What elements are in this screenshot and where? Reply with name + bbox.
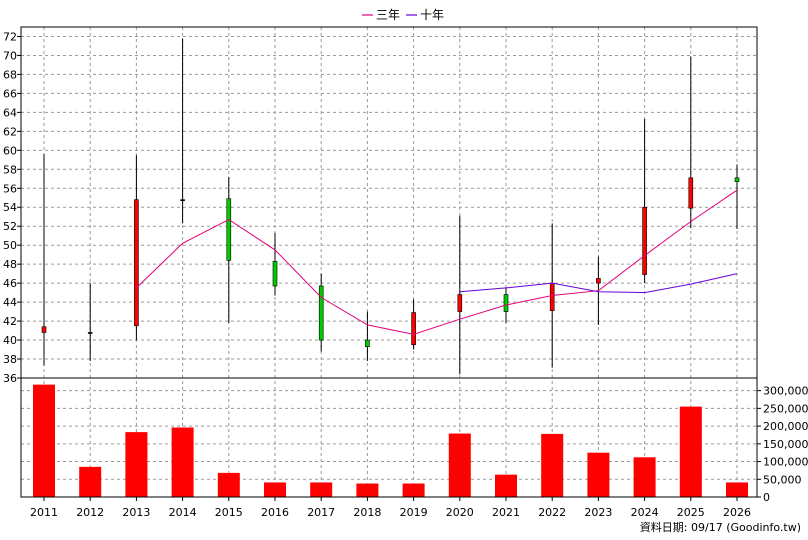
price-tick-label: 68 — [3, 68, 17, 81]
candle-body — [180, 199, 185, 201]
x-tick-label: 2019 — [400, 506, 428, 519]
volume-bar — [587, 452, 610, 497]
volume-bar — [33, 384, 55, 497]
ten-year-ma-line — [459, 273, 738, 294]
volume-bar — [125, 432, 148, 497]
x-tick-label: 2022 — [538, 506, 566, 519]
x-tick-label: 2020 — [446, 506, 474, 519]
candle-body — [272, 261, 278, 287]
price-tick-label: 42 — [3, 315, 17, 328]
x-axis: 2011 2012 2013 2014 2015 2016 2017 2018 2019 2020… — [30, 497, 751, 519]
price-tick-label: 38 — [3, 353, 17, 366]
price-tick-label: 48 — [3, 258, 17, 271]
x-tick-label: 2012 — [76, 506, 104, 519]
candle-body — [549, 282, 555, 311]
legend-three-year-label: 三年 — [376, 8, 400, 22]
candle-body — [87, 332, 93, 334]
volume-bar — [402, 483, 425, 497]
volume-bar — [726, 482, 748, 497]
candle-body — [226, 198, 232, 261]
x-tick-label: 2014 — [169, 506, 197, 519]
price-tick-label: 66 — [3, 87, 17, 100]
x-tick-label: 2023 — [584, 506, 612, 519]
candle-body — [503, 294, 509, 312]
x-tick-label: 2025 — [677, 506, 705, 519]
price-tick-label: 58 — [3, 163, 17, 176]
volume-bar — [264, 482, 286, 497]
volume-axis: 0 50,000 100,000 150,000 200,000 250,000 300,0… — [757, 385, 808, 504]
three-year-ma-line — [136, 189, 738, 335]
moving-average-lines — [136, 189, 738, 335]
footer-data-date: 資料日期: 09/17 (Goodinfo.tw) — [640, 520, 801, 534]
price-tick-label: 64 — [3, 106, 17, 119]
candle-body — [41, 326, 47, 333]
volume-bar — [310, 482, 333, 497]
candle-body — [134, 199, 139, 327]
volume-tick-label: 0 — [763, 491, 770, 504]
candle-body — [642, 206, 647, 275]
volume-bar — [171, 427, 194, 497]
candle-body — [596, 278, 601, 284]
volume-bar — [495, 474, 517, 497]
volume-bar — [448, 433, 471, 497]
price-tick-label: 36 — [3, 372, 17, 385]
candlesticks — [41, 38, 740, 375]
price-tick-label: 46 — [3, 277, 17, 290]
volume-bar — [217, 472, 240, 497]
x-tick-label: 2018 — [353, 506, 381, 519]
volume-bar — [679, 406, 702, 497]
x-tick-label: 2024 — [631, 506, 659, 519]
candle-body — [365, 339, 370, 347]
candle-body — [688, 177, 694, 209]
candle-body — [411, 312, 416, 346]
price-tick-label: 70 — [3, 49, 17, 62]
candle-body — [457, 294, 463, 312]
price-axis: 36 38 40 42 44 46 48 50 52 54 56 58 60 62 64 66 68 70 72 — [3, 30, 21, 385]
price-tick-label: 62 — [3, 125, 17, 138]
volume-bar — [541, 433, 564, 497]
candle-body — [734, 177, 740, 182]
legend-ten-year-label: 十年 — [420, 8, 444, 22]
x-tick-label: 2013 — [122, 506, 150, 519]
x-tick-label: 2017 — [307, 506, 335, 519]
price-tick-label: 52 — [3, 220, 17, 233]
volume-bar — [356, 483, 379, 497]
price-tick-label: 60 — [3, 144, 17, 157]
x-tick-label: 2011 — [30, 506, 58, 519]
volume-tick-label: 300,000 — [763, 385, 808, 398]
price-tick-label: 54 — [3, 201, 17, 214]
x-tick-label: 2015 — [215, 506, 243, 519]
volume-tick-label: 250,000 — [763, 402, 808, 415]
x-tick-label: 2026 — [723, 506, 751, 519]
price-tick-label: 44 — [3, 296, 17, 309]
volume-bar — [633, 457, 656, 497]
x-tick-label: 2016 — [261, 506, 289, 519]
volume-bar — [79, 466, 102, 497]
volume-tick-label: 100,000 — [763, 456, 808, 469]
volume-tick-label: 200,000 — [763, 420, 808, 433]
volume-tick-label: 150,000 — [763, 438, 808, 451]
candle-body — [318, 285, 324, 341]
volume-tick-label: 50,000 — [763, 473, 802, 486]
volume-bars — [33, 384, 748, 497]
legend: 三年 十年 — [362, 8, 444, 22]
price-tick-label: 50 — [3, 239, 17, 252]
plot-frame — [20, 26, 758, 498]
price-tick-label: 72 — [3, 30, 17, 43]
x-tick-label: 2021 — [492, 506, 520, 519]
price-tick-label: 56 — [3, 182, 17, 195]
price-tick-label: 40 — [3, 334, 17, 347]
